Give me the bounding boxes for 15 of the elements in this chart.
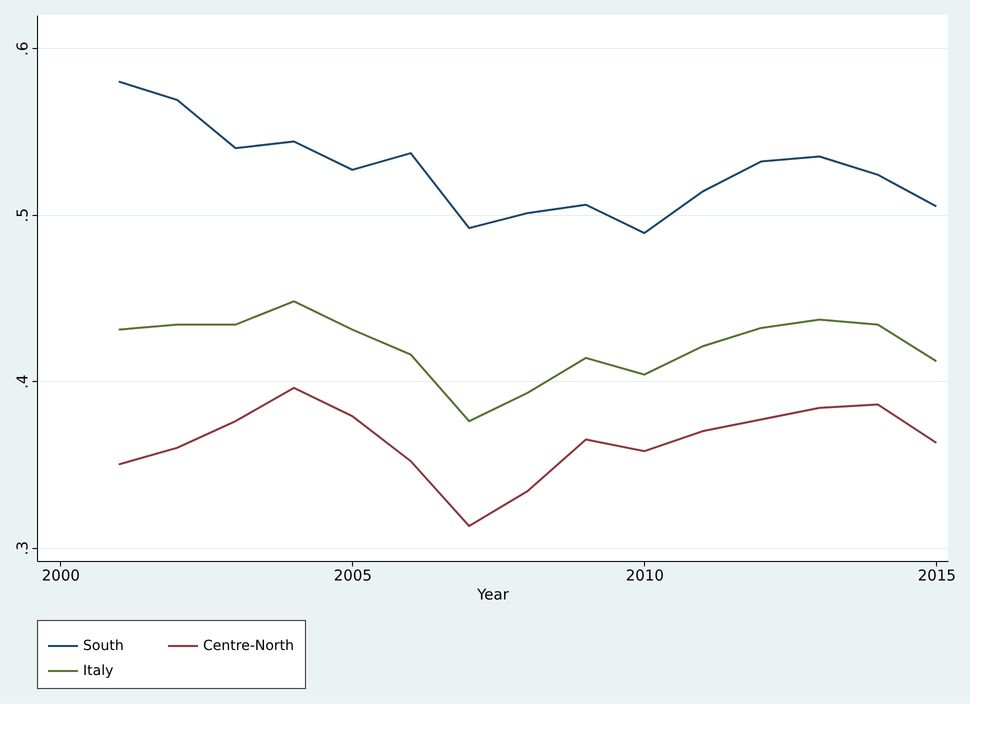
x-tick-label: 2010: [626, 566, 664, 584]
x-axis-title: Year: [476, 586, 510, 604]
x-tick-label: 2000: [42, 566, 80, 584]
legend-label: Centre-North: [203, 638, 294, 654]
line-series: [118, 80, 938, 234]
y-tick-label: .4: [14, 374, 32, 389]
x-tick-label: 2005: [334, 566, 372, 584]
legend-label: Italy: [83, 663, 114, 679]
y-tick-label: .5: [14, 208, 32, 222]
legend-label: South: [83, 638, 124, 654]
line-series: [118, 300, 938, 422]
y-tick-label: .3: [14, 541, 32, 556]
y-tick-label: .6: [14, 42, 32, 56]
x-tick-label: 2015: [918, 566, 956, 584]
line-series: [118, 386, 938, 528]
